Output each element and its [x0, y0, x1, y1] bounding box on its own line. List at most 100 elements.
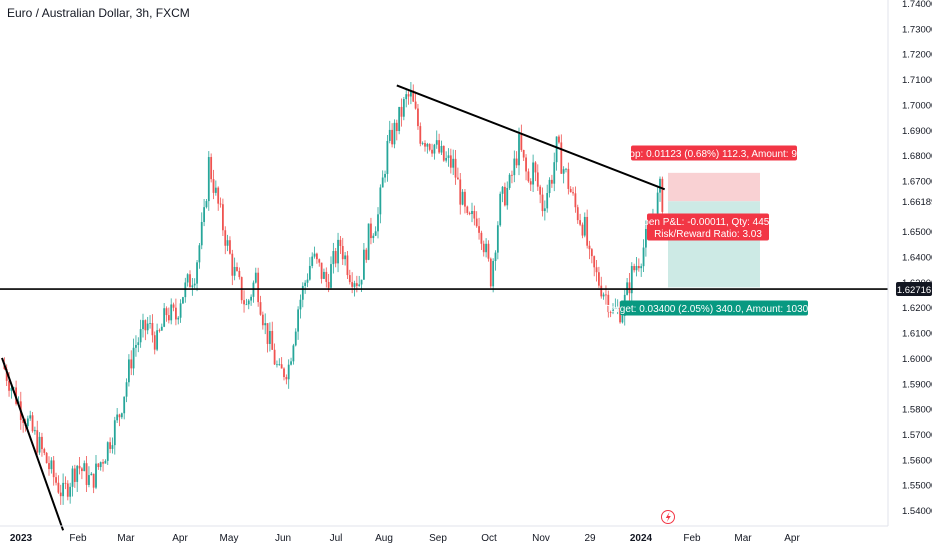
candle-body: [92, 473, 95, 488]
candle-body: [600, 285, 603, 297]
candle-body: [106, 442, 109, 461]
candle-body: [630, 266, 633, 294]
candle-body: [207, 157, 210, 202]
candle-body: [562, 169, 565, 174]
lightning-icon-bolt: [665, 512, 671, 522]
candle-body: [64, 482, 67, 484]
candle-body: [525, 157, 527, 172]
trendline[interactable]: [396, 84, 666, 191]
candle-body: [264, 323, 267, 326]
candle-body: [99, 462, 102, 468]
candle-body: [367, 223, 370, 260]
candle-body: [386, 140, 389, 174]
candle-body: [520, 134, 523, 150]
candle-body: [536, 172, 539, 187]
candle-body: [88, 475, 90, 485]
candle-body: [57, 482, 60, 493]
candle-body: [238, 270, 241, 278]
candle-body: [55, 477, 57, 483]
candle-body: [337, 239, 339, 264]
candle-body: [393, 122, 396, 145]
candle-body: [330, 264, 332, 288]
candle-body: [41, 436, 43, 450]
price-axis[interactable]: 1.74000 1.73000 1.72000 1.71000 1.70000 1.690…: [887, 0, 932, 526]
candle-body: [214, 187, 217, 193]
candle-body: [36, 430, 39, 453]
candle-body: [558, 136, 560, 143]
candle-body: [478, 226, 480, 233]
candle-body: [435, 140, 438, 145]
time-tick-label: Apr: [172, 533, 188, 544]
candle-body: [616, 307, 619, 309]
candle-body: [442, 145, 445, 161]
candle-body: [144, 320, 147, 331]
candle-body: [146, 323, 149, 331]
candle-body: [81, 468, 83, 472]
price-tick-label: 1.60000: [902, 354, 932, 365]
candle-body: [332, 251, 335, 265]
candle-body: [276, 364, 278, 366]
lightning-icon[interactable]: [661, 510, 675, 524]
candle-body: [182, 297, 184, 304]
candle-body: [271, 330, 274, 350]
candle-body: [504, 186, 506, 206]
candle-body: [334, 251, 337, 264]
candle-body: [250, 296, 252, 301]
stop-zone[interactable]: [668, 172, 760, 202]
candle-body: [656, 192, 659, 220]
time-tick-label: Mar: [734, 533, 752, 544]
candle-body: [569, 188, 572, 193]
candle-body: [518, 134, 520, 166]
candle-body: [73, 468, 76, 482]
candle-body: [482, 243, 485, 253]
time-tick-label: Feb: [683, 533, 701, 544]
time-tick-label: Sep: [429, 533, 447, 544]
candle-body: [565, 168, 567, 170]
time-axis[interactable]: 2023 Feb Mar Apr May Jun Jul Aug Sep Oct Nov 29 2024…: [0, 525, 888, 544]
candle-body: [142, 320, 144, 330]
target-label: Target: 0.03400 (2.05%) 340.0, Amount: 1…: [606, 304, 823, 315]
candle-body: [548, 179, 551, 194]
candle-body: [421, 143, 424, 144]
candle-body: [189, 274, 191, 288]
candle-body: [313, 253, 316, 257]
time-tick-label: Nov: [532, 533, 550, 544]
candle-body: [76, 465, 79, 482]
candle-body: [645, 228, 647, 248]
candle-body: [123, 396, 126, 414]
candle-body: [316, 253, 318, 260]
trendline[interactable]: [1, 357, 65, 531]
candle-body: [581, 224, 584, 236]
candle-body: [43, 449, 46, 453]
stop-label-bg: [631, 145, 797, 161]
candle-body: [419, 126, 422, 144]
candle-body: [170, 304, 173, 321]
time-tick-label: 29: [584, 533, 596, 544]
candle-body: [151, 323, 154, 336]
candle-body: [529, 181, 532, 185]
candle-body: [229, 240, 231, 254]
candle-body: [468, 212, 471, 215]
candle-body: [489, 258, 492, 287]
candle-body: [438, 140, 440, 153]
candle-body: [339, 239, 342, 247]
candle-body: [111, 445, 114, 449]
candle-body: [381, 177, 384, 188]
price-tick-label: 1.70000: [902, 100, 932, 111]
candle-body: [113, 420, 116, 446]
candle-body: [71, 468, 74, 487]
candle-body: [628, 282, 631, 294]
time-tick-label: Feb: [69, 533, 87, 544]
candle-body: [78, 465, 81, 469]
candle-body: [125, 382, 128, 397]
candle-body: [59, 492, 62, 497]
candle-body: [379, 187, 382, 215]
candle-body: [358, 284, 361, 286]
candle-body: [224, 230, 227, 246]
candle-body: [198, 245, 201, 263]
candle-body: [417, 108, 419, 127]
candle-body: [153, 335, 156, 350]
candle-body: [501, 186, 504, 194]
candle-body: [388, 129, 391, 141]
